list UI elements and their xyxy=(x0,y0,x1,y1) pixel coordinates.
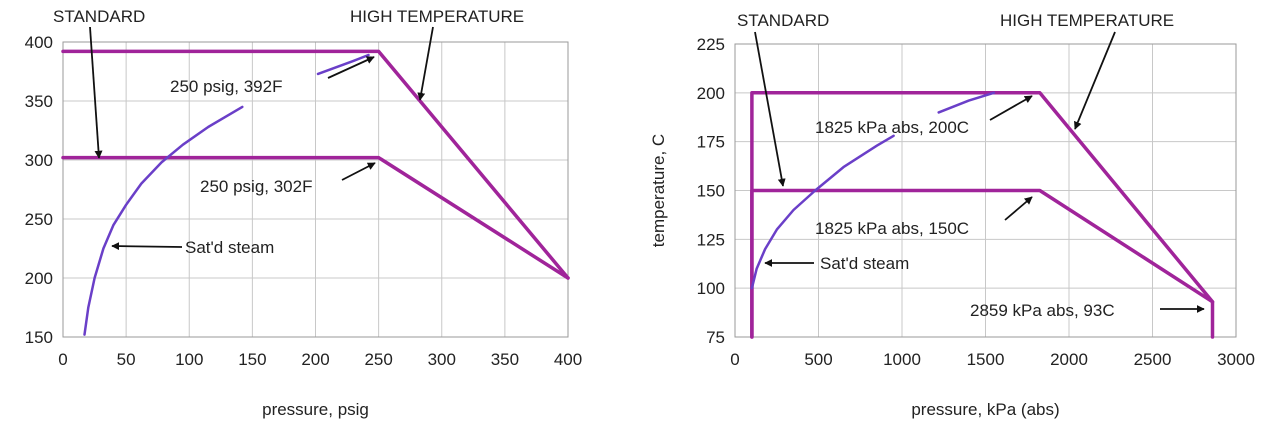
y-tick-label: 250 xyxy=(25,210,53,229)
saturated-steam-curve xyxy=(937,91,996,114)
annotation-label: HIGH TEMPERATURE xyxy=(350,7,524,26)
y-tick-label: 200 xyxy=(697,84,725,103)
annotation-arrow xyxy=(1004,196,1033,221)
y-tick-label: 150 xyxy=(25,328,53,347)
high-temperature-rating-line xyxy=(750,91,1215,339)
x-tick-label: 500 xyxy=(804,350,832,369)
x-tick-label: 150 xyxy=(238,350,266,369)
annotation-label: 2859 kPa abs, 93C xyxy=(970,301,1115,320)
annotation-label: STANDARD xyxy=(737,11,829,30)
y-tick-label: 350 xyxy=(25,92,53,111)
x-tick-label: 400 xyxy=(554,350,582,369)
saturated-steam-curve xyxy=(750,134,895,290)
annotation-arrow xyxy=(327,56,375,79)
y-tick-label: 175 xyxy=(697,133,725,152)
x-tick-label: 350 xyxy=(491,350,519,369)
x-tick-label: 2000 xyxy=(1050,350,1088,369)
annotation-arrow xyxy=(1074,31,1116,130)
x-tick-label: 0 xyxy=(730,350,739,369)
y-tick-label: 225 xyxy=(697,35,725,54)
annotation-label: 1825 kPa abs, 150C xyxy=(815,219,969,238)
y-tick-label: 150 xyxy=(697,182,725,201)
annotation-label: STANDARD xyxy=(53,7,145,26)
chart-left-psig: 0 50 100 150 200 250 300 350 400 150 200 250 300 350 4… xyxy=(25,7,583,419)
annotation-arrow xyxy=(111,242,183,251)
annotation-arrow xyxy=(989,95,1033,121)
annotation-label: 250 psig, 302F xyxy=(200,177,312,196)
x-tick-label: 2500 xyxy=(1134,350,1172,369)
y-axis-title: temperature, C xyxy=(649,134,668,247)
x-tick-label: 100 xyxy=(175,350,203,369)
x-tick-label: 0 xyxy=(58,350,67,369)
annotation-arrow xyxy=(417,26,434,101)
x-tick-label: 300 xyxy=(428,350,456,369)
x-axis-title: pressure, psig xyxy=(262,400,369,419)
x-tick-label: 1000 xyxy=(883,350,921,369)
x-axis-title: pressure, kPa (abs) xyxy=(911,400,1059,419)
annotation-label: Sat'd steam xyxy=(185,238,274,257)
annotation-label: HIGH TEMPERATURE xyxy=(1000,11,1174,30)
y-tick-label: 300 xyxy=(25,151,53,170)
annotation-arrow xyxy=(89,26,103,159)
x-tick-label: 50 xyxy=(117,350,136,369)
y-tick-label: 400 xyxy=(25,33,53,52)
annotation-label: Sat'd steam xyxy=(820,254,909,273)
x-tick-label: 200 xyxy=(301,350,329,369)
y-tick-label: 200 xyxy=(25,269,53,288)
saturated-steam-curve xyxy=(83,105,244,336)
x-tick-label: 3000 xyxy=(1217,350,1255,369)
y-tick-label: 125 xyxy=(697,230,725,249)
annotation-arrow xyxy=(754,31,786,187)
plot-frame xyxy=(62,41,569,338)
plot-frame xyxy=(734,43,1237,338)
y-tick-label: 100 xyxy=(697,279,725,298)
chart-right-kpa: 0 500 1000 1500 2000 2500 3000 75 100 125 150 175 20… xyxy=(649,11,1255,419)
annotation-label: 250 psig, 392F xyxy=(170,77,282,96)
x-tick-label: 1500 xyxy=(967,350,1005,369)
annotation-label: 1825 kPa abs, 200C xyxy=(815,118,969,137)
x-tick-label: 250 xyxy=(364,350,392,369)
annotation-arrow xyxy=(341,162,376,181)
y-tick-label: 75 xyxy=(706,328,725,347)
high-temperature-rating-line xyxy=(61,49,570,280)
saturated-steam-curve xyxy=(316,53,370,76)
